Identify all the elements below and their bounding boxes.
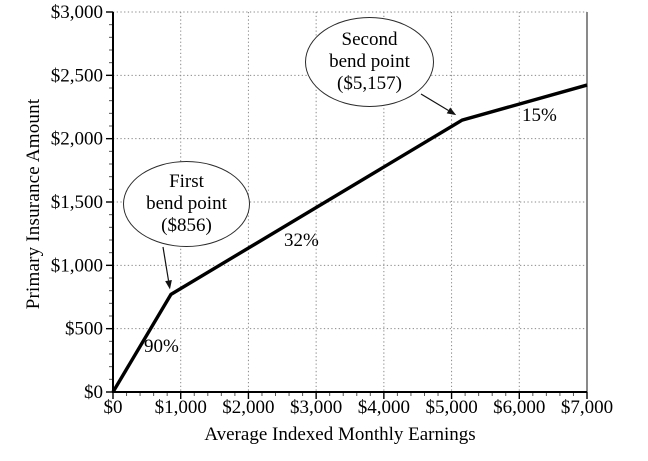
- x-tick-label: $5,000: [425, 397, 477, 418]
- x-tick-label: $2,000: [222, 397, 274, 418]
- arrow-second-bend-point: [420, 93, 449, 111]
- annotation-first-bend-point-text: First bend point ($856): [146, 171, 227, 236]
- x-axis-title: Average Indexed Monthly Earnings: [204, 424, 476, 445]
- arrow-first-bend-point: [162, 246, 170, 281]
- data-line: [111, 83, 588, 393]
- y-tick-label: $0: [84, 382, 103, 403]
- y-tick-label: $2,500: [51, 65, 103, 86]
- annotation-first-bend-point: First bend point ($856): [123, 161, 250, 247]
- arrow-first-bend-point-head: [165, 279, 172, 290]
- y-tick-label: $500: [65, 319, 103, 340]
- arrow-second-bend-point-head: [446, 107, 457, 116]
- x-tick-label: $1,000: [155, 397, 207, 418]
- y-tick-label: $1,500: [51, 192, 103, 213]
- x-tick-label: $0: [104, 397, 123, 418]
- y-tick-label: $3,000: [51, 2, 103, 23]
- x-tick-label: $6,000: [493, 397, 545, 418]
- segment-label-90pct: 90%: [144, 336, 179, 357]
- y-tick-label: $1,000: [51, 255, 103, 276]
- segment-label-32pct: 32%: [284, 230, 319, 251]
- x-tick-label: $7,000: [561, 397, 613, 418]
- y-tick-label: $2,000: [51, 129, 103, 150]
- segment-label-15pct: 15%: [522, 105, 557, 126]
- annotation-second-bend-point-text: Second bend point ($5,157): [329, 29, 410, 94]
- x-tick-label: $4,000: [358, 397, 410, 418]
- y-axis-title: Primary Insurance Amount: [23, 98, 44, 310]
- x-tick-label: $3,000: [290, 397, 342, 418]
- annotation-second-bend-point: Second bend point ($5,157): [305, 17, 434, 107]
